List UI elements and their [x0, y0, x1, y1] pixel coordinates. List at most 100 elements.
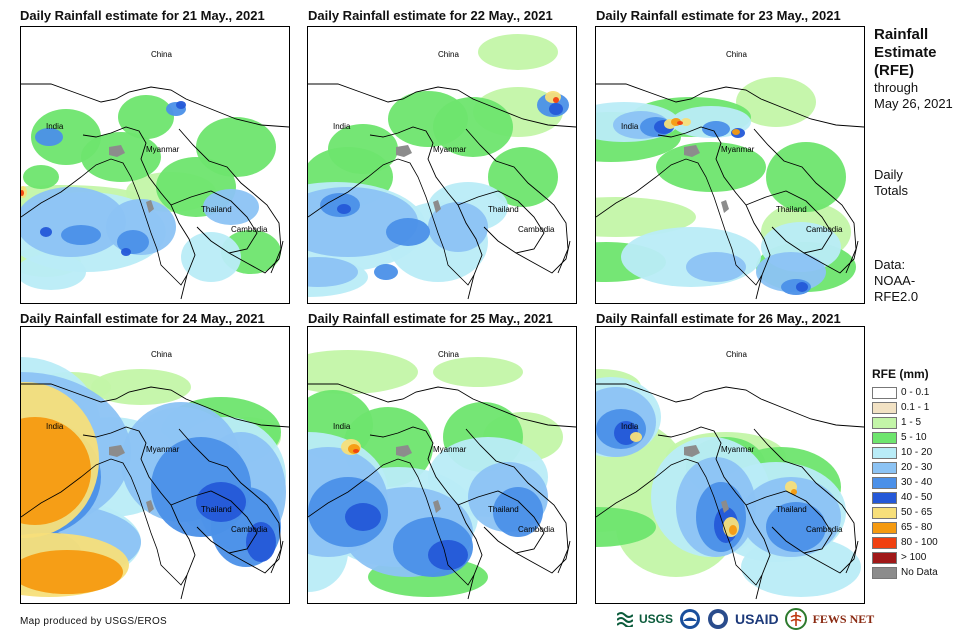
data-label: Data:	[874, 257, 906, 272]
map-label: India	[333, 122, 351, 131]
legend-item: 0 - 0.1	[872, 385, 938, 400]
legend-label: 20 - 30	[901, 462, 933, 473]
credit-text: Map produced by USGS/EROS	[20, 616, 168, 627]
legend-label: > 100	[901, 552, 927, 563]
map-label: Myanmar	[433, 445, 467, 454]
legend: RFE (mm) 0 - 0.1 0.1 - 1 1 - 5 5 - 10 10 - 2…	[872, 367, 938, 580]
map-label: Cambodia	[518, 225, 555, 234]
legend-item: 0.1 - 1	[872, 400, 938, 415]
rainfall-map: China India Myanmar Thailand Cambodia	[307, 26, 577, 304]
legend-item: 65 - 80	[872, 520, 938, 535]
panel-title: Daily Rainfall estimate for 25 May., 202…	[308, 311, 553, 326]
rainfall-map: China India Myanmar Thailand Cambodia	[20, 326, 290, 604]
fewsnet-logo	[784, 608, 807, 630]
legend-item: > 100	[872, 550, 938, 565]
through-date: May 26, 2021	[874, 96, 953, 111]
map-label: Thailand	[488, 505, 519, 514]
heading-line: Estimate	[874, 44, 937, 61]
legend-swatch	[872, 536, 897, 549]
sidebar-daily: Daily Totals	[874, 167, 908, 199]
map-label: India	[621, 422, 639, 431]
map-label: China	[438, 50, 459, 59]
legend-swatch	[872, 431, 897, 444]
map-label: Cambodia	[806, 525, 843, 534]
legend-swatch	[872, 551, 897, 564]
legend-item: 20 - 30	[872, 460, 938, 475]
map-label: Myanmar	[146, 445, 180, 454]
map-label: Thailand	[488, 205, 519, 214]
legend-item: 80 - 100	[872, 535, 938, 550]
legend-swatch	[872, 521, 897, 534]
legend-item: No Data	[872, 565, 938, 580]
map-label: China	[726, 50, 747, 59]
legend-swatch	[872, 566, 897, 579]
usaid-logo-text: USAID	[735, 611, 779, 627]
map-label: India	[621, 122, 639, 131]
legend-item: 1 - 5	[872, 415, 938, 430]
map-label: Thailand	[776, 205, 807, 214]
legend-label: 65 - 80	[901, 522, 933, 533]
map-label: Cambodia	[231, 225, 268, 234]
fewsnet-logo-text: FEWS NET	[812, 611, 875, 626]
legend-swatch	[872, 506, 897, 519]
totals-text: Totals	[874, 183, 908, 198]
rainfall-map: China India Myanmar Thailand Cambodia	[20, 26, 290, 304]
map-label: Thailand	[201, 505, 232, 514]
legend-label: 0.1 - 1	[901, 402, 930, 413]
panel-title: Daily Rainfall estimate for 22 May., 202…	[308, 8, 553, 23]
legend-swatch	[872, 446, 897, 459]
data-source: NOAA-	[874, 273, 916, 288]
usaid-seal	[708, 609, 729, 629]
legend-item: 30 - 40	[872, 475, 938, 490]
data-source: RFE2.0	[874, 289, 919, 304]
heading-line: (RFE)	[874, 62, 914, 79]
legend-label: 5 - 10	[901, 432, 927, 443]
legend-label: 30 - 40	[901, 477, 933, 488]
legend-item: 40 - 50	[872, 490, 938, 505]
usgs-logo	[617, 612, 633, 627]
map-label: Myanmar	[721, 445, 755, 454]
noaa-logo	[680, 609, 701, 629]
map-label: China	[151, 50, 172, 59]
map-label: Myanmar	[146, 145, 180, 154]
map-label: India	[46, 422, 64, 431]
legend-swatch	[872, 461, 897, 474]
map-label: China	[438, 350, 459, 359]
legend-swatch	[872, 416, 897, 429]
legend-swatch	[872, 401, 897, 414]
legend-item: 50 - 65	[872, 505, 938, 520]
map-label: Myanmar	[721, 145, 755, 154]
legend-swatch	[872, 491, 897, 504]
map-label: India	[333, 422, 351, 431]
legend-item: 5 - 10	[872, 430, 938, 445]
map-label: Cambodia	[806, 225, 843, 234]
map-label: China	[726, 350, 747, 359]
legend-label: No Data	[901, 567, 938, 578]
map-label: Cambodia	[231, 525, 268, 534]
panel-title: Daily Rainfall estimate for 23 May., 202…	[596, 8, 841, 23]
through-text: through	[874, 80, 919, 95]
sidebar-data: Data: NOAA- RFE2.0	[874, 257, 918, 305]
legend-label: 40 - 50	[901, 492, 933, 503]
legend-title: RFE (mm)	[872, 367, 929, 381]
panel-title: Daily Rainfall estimate for 24 May., 202…	[20, 311, 265, 326]
heading-line: Rainfall	[874, 26, 929, 43]
rainfall-map: China India Myanmar Thailand Cambodia	[595, 326, 865, 604]
map-label: Cambodia	[518, 525, 555, 534]
legend-label: 1 - 5	[901, 417, 922, 428]
rainfall-map: China India Myanmar Thailand Cambodia	[307, 326, 577, 604]
daily-text: Daily	[874, 167, 903, 182]
panel-title: Daily Rainfall estimate for 26 May., 202…	[596, 311, 841, 326]
panel-title: Daily Rainfall estimate for 21 May., 202…	[20, 8, 265, 23]
usgs-logo-text: USGS	[639, 612, 674, 626]
legend-label: 10 - 20	[901, 447, 933, 458]
legend-swatch	[872, 386, 897, 399]
legend-swatch	[872, 476, 897, 489]
map-label: India	[46, 122, 64, 131]
map-label: Thailand	[201, 205, 232, 214]
sidebar-heading: Rainfall Estimate (RFE) through May 26, …	[874, 26, 953, 112]
legend-label: 50 - 65	[901, 507, 933, 518]
map-label: China	[151, 350, 172, 359]
legend-label: 80 - 100	[901, 537, 938, 548]
rainfall-map: China India Myanmar Thailand Cambodia	[595, 26, 865, 304]
